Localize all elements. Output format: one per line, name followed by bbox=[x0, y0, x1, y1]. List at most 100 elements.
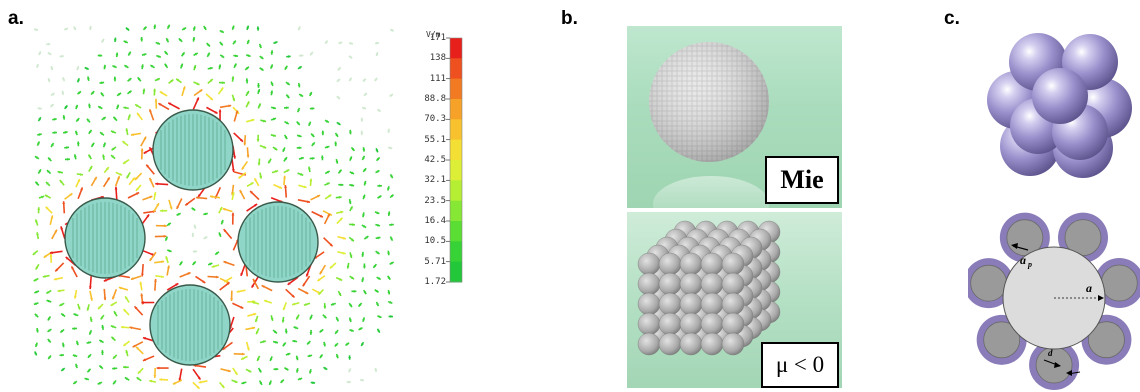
field-arrow-head bbox=[175, 283, 179, 287]
field-arrow-head bbox=[142, 336, 146, 340]
field-arrow-head bbox=[238, 175, 242, 179]
field-arrow-head bbox=[168, 102, 172, 106]
field-arrow-head bbox=[376, 170, 380, 174]
field-arrow-head bbox=[275, 367, 279, 371]
field-arrow-head bbox=[61, 368, 65, 371]
field-arrow-head bbox=[129, 326, 133, 330]
field-arrow-head bbox=[126, 175, 130, 179]
field-arrow-head bbox=[235, 110, 239, 114]
field-arrow-head bbox=[348, 77, 352, 81]
mie-label: Mie bbox=[765, 156, 839, 204]
field-arrow-head bbox=[319, 214, 323, 218]
field-arrow-head bbox=[349, 255, 353, 258]
field-arrow-head bbox=[278, 185, 282, 189]
field-arrow-head bbox=[160, 209, 163, 213]
field-arrow-head bbox=[231, 169, 235, 172]
field-arrow-head bbox=[241, 357, 245, 360]
field-arrow-head bbox=[390, 194, 394, 198]
field-arrow-head bbox=[374, 369, 378, 372]
field-arrow-head bbox=[257, 89, 261, 93]
field-arrow-head bbox=[113, 116, 117, 120]
field-arrow-head bbox=[323, 305, 327, 309]
colorbar-segment bbox=[450, 241, 462, 263]
field-arrow-head bbox=[127, 114, 131, 118]
field-arrow-head bbox=[202, 280, 206, 283]
field-arrow-head bbox=[299, 377, 303, 381]
field-arrow-head bbox=[275, 340, 278, 344]
field-arrow-head bbox=[296, 316, 299, 320]
field-arrow-head bbox=[387, 252, 390, 256]
field-arrow-head bbox=[307, 200, 310, 204]
field-arrow-head bbox=[269, 357, 273, 361]
colorbar-segment bbox=[450, 78, 462, 100]
field-arrow-head bbox=[100, 92, 104, 96]
field-arrow-head bbox=[176, 212, 180, 216]
field-arrow-head bbox=[167, 222, 171, 226]
field-arrow-head bbox=[303, 303, 307, 306]
field-arrow-head bbox=[187, 272, 191, 275]
field-arrow-head bbox=[329, 243, 333, 247]
cube-sphere bbox=[679, 252, 703, 276]
field-arrow-head bbox=[335, 133, 338, 137]
field-arrow-head bbox=[218, 232, 222, 236]
field-arrow-head bbox=[248, 369, 252, 373]
field-arrow-head bbox=[311, 107, 315, 110]
field-arrow-head bbox=[374, 77, 378, 81]
field-arrow-head bbox=[389, 300, 393, 304]
field-arrow-head bbox=[293, 326, 297, 330]
field-arrow-head bbox=[233, 40, 236, 44]
field-arrow-head bbox=[36, 141, 40, 145]
field-arrow-head bbox=[196, 82, 200, 85]
field-arrow-head bbox=[262, 340, 266, 344]
field-arrow-head bbox=[153, 192, 157, 195]
a-label: a bbox=[1086, 281, 1092, 295]
field-arrow-head bbox=[170, 79, 174, 83]
field-arrow-head bbox=[120, 325, 124, 329]
field-arrow-head bbox=[270, 317, 274, 321]
field-arrow-head bbox=[140, 148, 144, 152]
field-arrow-head bbox=[257, 357, 260, 361]
field-arrow-head bbox=[319, 271, 323, 275]
field-arrow-head bbox=[390, 262, 394, 265]
field-arrow-head bbox=[253, 312, 257, 316]
field-arrow-head bbox=[297, 109, 301, 113]
cluster-sphere bbox=[1032, 68, 1088, 124]
colorbar-unit: V/m bbox=[426, 30, 441, 39]
field-arrow-head bbox=[89, 318, 93, 322]
field-arrow-head bbox=[339, 41, 343, 45]
field-arrow-head bbox=[78, 91, 81, 95]
field-arrow-head bbox=[240, 272, 244, 276]
field-arrow-head bbox=[47, 329, 51, 332]
field-arrow-head bbox=[376, 41, 380, 45]
field-arrow-head bbox=[263, 145, 267, 149]
field-arrow-head bbox=[230, 298, 234, 301]
field-arrow-head bbox=[296, 122, 300, 125]
field-arrow-head bbox=[246, 91, 249, 95]
field-arrow-head bbox=[124, 65, 128, 68]
field-arrow-head bbox=[363, 224, 367, 228]
field-arrow-head bbox=[137, 112, 140, 116]
field-arrow-head bbox=[87, 76, 90, 80]
field-arrow-head bbox=[115, 52, 119, 56]
satellite-core bbox=[1100, 264, 1138, 302]
field-arrow-head bbox=[390, 315, 393, 318]
field-arrow-head bbox=[114, 186, 118, 190]
field-arrow-head bbox=[33, 278, 37, 282]
field-arrow-head bbox=[191, 207, 195, 211]
field-arrow-head bbox=[243, 142, 247, 146]
field-arrow-head bbox=[102, 154, 105, 158]
field-arrow-head bbox=[219, 206, 223, 210]
field-arrow-head bbox=[270, 82, 274, 86]
field-arrow-head bbox=[231, 25, 235, 29]
field-arrow-head bbox=[178, 378, 182, 382]
cube-sphere bbox=[637, 332, 661, 356]
negative-mu-cube-render: μ < 0 bbox=[627, 212, 842, 388]
field-arrow-head bbox=[136, 377, 140, 381]
field-arrow-head bbox=[128, 90, 132, 94]
field-arrow-head bbox=[71, 266, 75, 270]
field-arrow-head bbox=[72, 354, 76, 358]
field-arrow-head bbox=[203, 25, 207, 29]
field-arrow-head bbox=[84, 67, 88, 70]
field-arrow-head bbox=[259, 381, 262, 385]
field-arrow-head bbox=[310, 51, 313, 55]
